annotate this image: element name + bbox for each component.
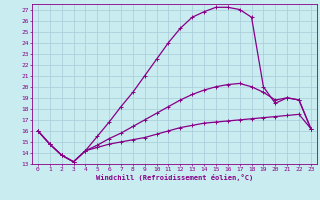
X-axis label: Windchill (Refroidissement éolien,°C): Windchill (Refroidissement éolien,°C) [96,174,253,181]
